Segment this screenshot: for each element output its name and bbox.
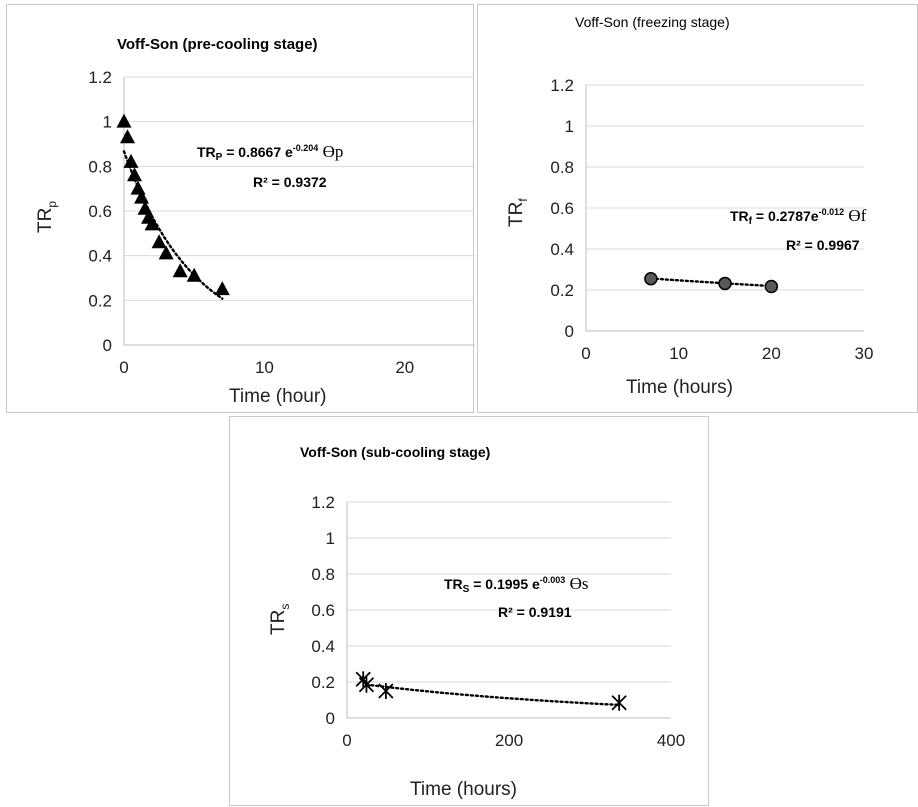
chart-pre-cooling: Voff-Son (pre-cooling stage) 0 0.2 0.4 0.6 0…: [35, 36, 475, 407]
x-axis-label: Time (hours): [410, 779, 517, 800]
trend-equation: TRP = 0.8667 e-0.204 ϴp R² = 0.9372: [197, 142, 343, 190]
data-point: [116, 113, 132, 128]
y-tick-label: 0.2: [88, 291, 112, 310]
y-tick-label: 1.2: [88, 68, 112, 87]
data-point: [644, 271, 658, 286]
r-squared: R² = 0.9191: [498, 604, 572, 620]
data-point: [186, 267, 202, 282]
y-tick-label: 0.2: [550, 281, 574, 300]
y-tick-label: 1: [326, 529, 335, 548]
y-tick-label: 0: [326, 709, 335, 728]
x-tick-label: 200: [495, 731, 523, 750]
trend-equation: TRf = 0.2787e-0.012 ϴf R² = 0.9967: [730, 206, 867, 253]
y-tick-label: 0.8: [550, 158, 574, 177]
data-point: [144, 216, 160, 231]
chart-sub-cooling: Voff-Son (sub-cooling stage) 0 0.2 0.4 0.6 0…: [268, 444, 685, 800]
x-tick-label: 0: [119, 358, 128, 377]
chart-freezing: Voff-Son (freezing stage) 0 0.2 0.4 0.6 0.8 1…: [506, 14, 874, 398]
svg-text:TRf = 0.2787e-0.012 ϴf: TRf = 0.2787e-0.012 ϴf: [730, 206, 867, 227]
chart-panel-sub-cooling: Voff-Son (sub-cooling stage) 0 0.2 0.4 0.6 0…: [229, 416, 709, 806]
chart-title: Voff-Son (freezing stage): [575, 14, 730, 30]
y-tick-label: 1: [565, 117, 574, 136]
trendline: [649, 277, 773, 288]
data-point: [151, 234, 167, 249]
y-axis-label: TRp: [35, 201, 59, 233]
data-point: [158, 245, 174, 260]
svg-text:TRP = 0.8667 e-0.204 ϴp: TRP = 0.8667 e-0.204 ϴp: [197, 142, 343, 163]
x-tick-label: 400: [657, 731, 685, 750]
y-tick-label: 0.6: [311, 601, 335, 620]
x-tick-label: 20: [762, 344, 781, 363]
y-tick-label: 0.4: [311, 637, 335, 656]
y-axis-label: TRs: [268, 604, 292, 635]
trendline: [365, 683, 621, 707]
y-tick-label: 0.6: [550, 199, 574, 218]
chart-title: Voff-Son (sub-cooling stage): [300, 444, 490, 460]
x-tick-label: 10: [255, 358, 274, 377]
data-point: [355, 671, 371, 688]
data-point: [378, 683, 394, 699]
y-tick-label: 0.4: [550, 240, 574, 259]
chart-panel-pre-cooling: Voff-Son (pre-cooling stage) 0 0.2 0.4 0.6 0…: [6, 4, 475, 413]
x-tick-label: 20: [395, 358, 414, 377]
x-tick-label: 10: [669, 344, 688, 363]
y-tick-label: 1: [103, 113, 112, 132]
data-point: [123, 153, 139, 168]
data-point: [214, 281, 230, 296]
x-tick-label: 0: [342, 731, 351, 750]
trend-equation: TRS = 0.1995 e-0.003 ϴs R² = 0.9191: [444, 574, 588, 620]
data-point: [130, 180, 146, 195]
x-axis-label: Time (hours): [626, 377, 733, 398]
data-point: [134, 189, 150, 204]
y-tick-label: 0.8: [311, 565, 335, 584]
x-axis-label: Time (hour): [229, 386, 326, 407]
data-point: [358, 676, 375, 693]
y-tick-label: 0: [103, 336, 112, 355]
y-tick-label: 1.2: [550, 76, 574, 95]
x-tick-label: 30: [855, 344, 874, 363]
data-point: [120, 129, 136, 144]
y-tick-label: 0.8: [88, 157, 112, 176]
y-tick-label: 0.4: [88, 247, 112, 266]
chart-panel-freezing: Voff-Son (freezing stage) 0 0.2 0.4 0.6 0.8 1…: [477, 4, 918, 413]
data-point: [764, 279, 779, 294]
y-tick-label: 0.2: [311, 673, 335, 692]
svg-text:TRS = 0.1995 e-0.003 ϴs: TRS = 0.1995 e-0.003 ϴs: [444, 574, 588, 595]
data-point: [718, 276, 732, 291]
data-point: [611, 694, 627, 711]
data-point: [127, 167, 143, 182]
r-squared: R² = 0.9967: [786, 237, 860, 253]
chart-title: Voff-Son (pre-cooling stage): [117, 36, 318, 53]
y-tick-label: 1.2: [311, 493, 335, 512]
y-tick-label: 0.6: [88, 202, 112, 221]
data-point: [172, 263, 188, 278]
y-axis-label: TRf: [506, 198, 530, 227]
x-tick-label: 0: [581, 344, 590, 363]
y-tick-label: 0: [565, 322, 574, 341]
r-squared: R² = 0.9372: [253, 174, 327, 190]
